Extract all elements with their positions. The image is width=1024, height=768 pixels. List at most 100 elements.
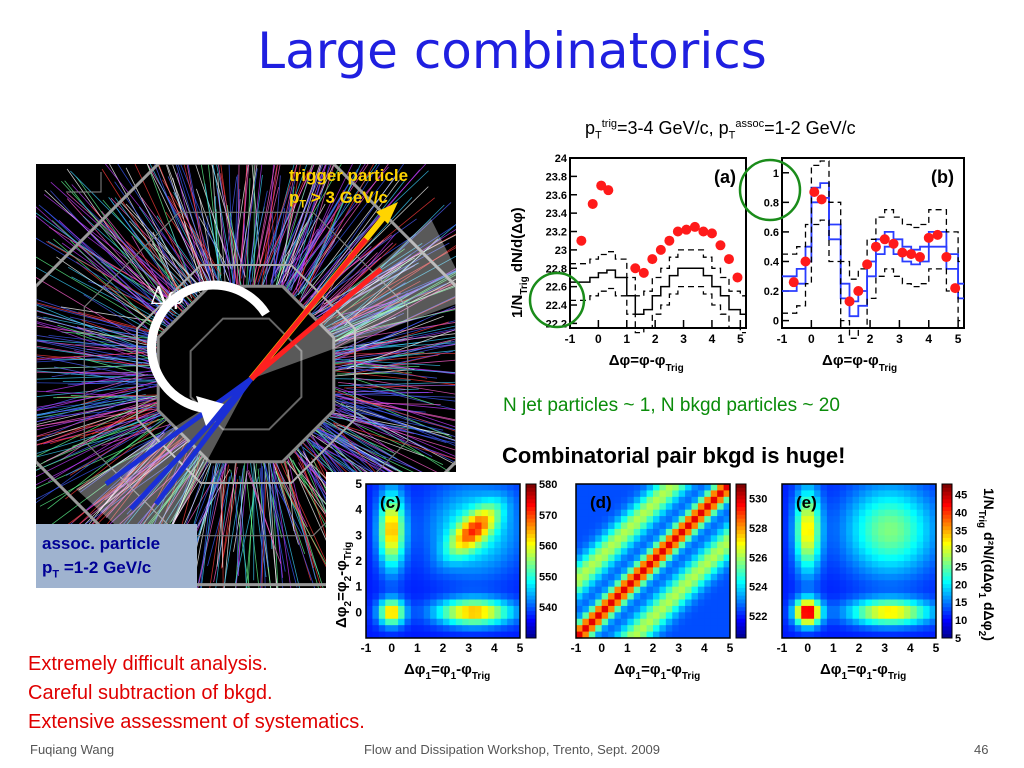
heatmap-cell xyxy=(833,535,841,543)
track xyxy=(268,448,284,578)
heatmap-cell xyxy=(436,573,444,581)
heatmap-cell xyxy=(704,535,712,543)
heatmap-cell xyxy=(704,612,712,620)
heatmap-cell xyxy=(839,496,847,504)
heatmap-cell xyxy=(653,484,660,491)
heatmap-cell xyxy=(903,631,911,639)
heatmap-cell xyxy=(678,535,686,543)
heatmap-cell xyxy=(513,605,521,613)
heatmap-cell xyxy=(678,631,686,639)
heatmap-cell xyxy=(391,484,399,491)
heatmap-cell xyxy=(468,535,476,543)
heatmap-cell xyxy=(633,503,641,511)
heatmap-cell xyxy=(646,580,654,588)
colorbar-cell xyxy=(526,522,536,527)
colorbar-tick-label: 522 xyxy=(749,611,767,623)
heatmap-cell xyxy=(423,567,431,575)
heatmap-cell xyxy=(717,541,725,549)
heatmap-cell xyxy=(865,509,873,517)
heatmap-cell xyxy=(595,593,603,600)
heatmap-cell xyxy=(846,541,854,549)
heatmap-cell xyxy=(449,496,457,504)
track xyxy=(295,164,335,291)
colorbar-tick-label: 528 xyxy=(749,523,767,535)
x-axis-label: Δφ=φ-φTrig xyxy=(609,352,684,374)
colorbar-cell xyxy=(942,484,952,489)
heatmap-cell xyxy=(794,618,802,626)
heatmap-cell xyxy=(653,618,660,626)
heatmap-cell xyxy=(723,625,731,633)
heatmap-cell xyxy=(697,612,705,620)
y-tick-label: 1 xyxy=(773,168,779,180)
heatmap-cell xyxy=(903,593,911,600)
heatmap-cell xyxy=(646,605,654,613)
heatmap-cell xyxy=(449,593,457,600)
heatmap-cell xyxy=(588,625,596,633)
heatmap-cell xyxy=(839,528,847,536)
heatmap-cell xyxy=(627,567,635,575)
heatmap-cell xyxy=(672,541,680,549)
heatmap-cell xyxy=(436,625,444,633)
heatmap-cell xyxy=(672,503,680,511)
colorbar-cell xyxy=(942,549,952,554)
heatmap-cell xyxy=(385,528,393,536)
track xyxy=(198,467,222,538)
heatmap-cell xyxy=(884,599,892,607)
heatmap-cell xyxy=(449,599,457,607)
heatmap-cell xyxy=(685,631,692,639)
x-tick-label: 4 xyxy=(925,332,932,346)
heatmap-cell xyxy=(833,599,841,607)
data-point xyxy=(698,226,709,237)
heatmap-cell xyxy=(839,548,847,556)
heatmap-cell xyxy=(455,625,463,633)
heatmap-cell xyxy=(430,554,438,562)
heatmap-cell xyxy=(462,605,470,613)
track xyxy=(221,464,224,588)
heatmap-cell xyxy=(794,573,802,581)
track xyxy=(74,326,156,338)
heatmap-cell xyxy=(449,554,457,562)
heatmap-cell xyxy=(430,561,438,568)
heatmap-cell xyxy=(640,554,648,562)
data-point xyxy=(587,198,598,209)
x-tick-label: 1 xyxy=(414,641,421,655)
heatmap-cell xyxy=(423,516,431,523)
heatmap-cell xyxy=(404,573,412,581)
heatmap-cell xyxy=(595,567,603,575)
heatmap-cell xyxy=(398,631,405,639)
heatmap-cell xyxy=(430,522,438,530)
heatmap-cell xyxy=(595,503,603,511)
heatmap-cell xyxy=(449,605,457,613)
heatmap-cell xyxy=(814,548,821,556)
heatmap-cell xyxy=(620,567,628,575)
colorbar-cell xyxy=(526,495,536,500)
heatmap-cell xyxy=(665,490,673,498)
heatmap-cell xyxy=(576,605,583,613)
heatmap-cell xyxy=(513,522,521,530)
detector-ring xyxy=(36,164,456,587)
heatmap-cell xyxy=(814,631,821,639)
track xyxy=(36,425,178,500)
heatmap-cell xyxy=(494,522,502,530)
heatmap-cell xyxy=(678,548,686,556)
turn-arrow-head xyxy=(196,396,224,426)
heatmap-cell xyxy=(665,599,673,607)
heatmap-cell xyxy=(462,567,470,575)
heatmap-cell xyxy=(852,580,860,588)
heatmap-cell xyxy=(608,535,615,543)
heatmap-cell xyxy=(665,605,673,613)
heatmap-cell xyxy=(814,522,821,530)
heatmap-cell xyxy=(430,509,438,517)
heatmap-cell xyxy=(633,516,641,523)
heatmap-cell xyxy=(833,516,841,523)
heatmap-cell xyxy=(507,631,515,639)
heatmap-cell xyxy=(691,484,699,491)
heatmap-cell xyxy=(391,528,399,536)
heatmap-cell xyxy=(620,618,628,626)
heatmap-cell xyxy=(929,586,937,594)
heatmap-cell xyxy=(513,593,521,600)
heatmap-cell xyxy=(601,535,609,543)
track xyxy=(36,409,173,471)
heatmap-cell xyxy=(923,593,931,600)
heatmap-cell xyxy=(929,548,937,556)
